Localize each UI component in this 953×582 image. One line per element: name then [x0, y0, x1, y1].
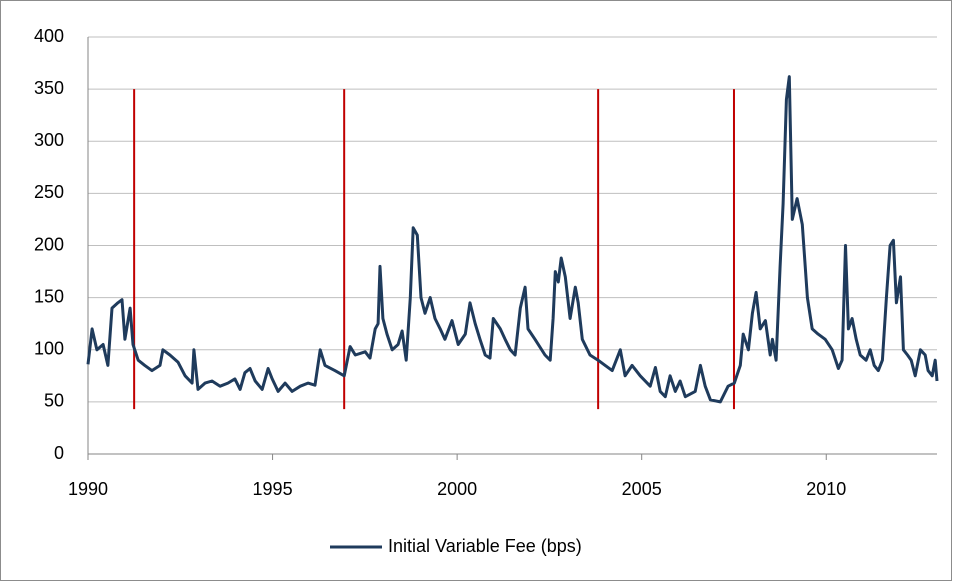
y-tick-label: 50 [44, 391, 64, 411]
x-tick-label: 2000 [437, 479, 477, 499]
y-tick-label: 200 [34, 234, 64, 254]
x-tick-label: 2010 [806, 479, 846, 499]
x-tick-label: 1995 [253, 479, 293, 499]
x-tick-label: 1990 [68, 479, 108, 499]
y-tick-label: 300 [34, 130, 64, 150]
y-tick-label: 350 [34, 78, 64, 98]
y-tick-label: 400 [34, 26, 64, 46]
x-tick-label: 2005 [622, 479, 662, 499]
data-line [86, 75, 939, 404]
y-tick-label: 250 [34, 182, 64, 202]
y-tick-label: 150 [34, 286, 64, 306]
legend-label: Initial Variable Fee (bps) [388, 536, 582, 556]
y-tick-label: 100 [34, 339, 64, 359]
y-tick-label: 0 [54, 443, 64, 463]
